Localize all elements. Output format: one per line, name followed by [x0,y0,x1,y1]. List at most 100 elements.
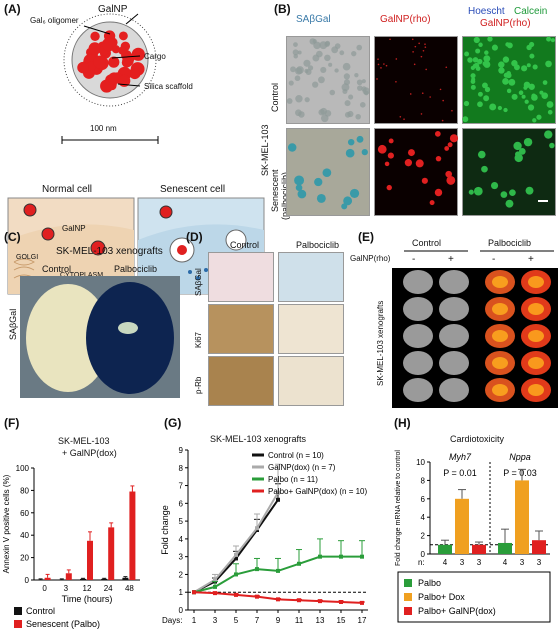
senescent-calcein [473,186,483,196]
tumor [403,324,433,348]
senescent-calcein [490,181,499,190]
cell [324,54,331,62]
f-bar [87,540,93,580]
calcein-cell [506,88,512,94]
g-point [276,597,280,602]
calcein-cell [472,57,479,63]
galnp-spot [399,116,402,118]
ihc-palbo-prb [278,356,344,406]
tumor-signal [492,303,508,315]
row-control-label: Control [270,82,280,112]
galnp-spot [424,43,426,45]
cell [328,62,333,67]
h-y-tick-label: 8 [421,476,426,485]
senescent-calcein [477,150,486,159]
cell [294,75,301,82]
cargo-dot [93,55,106,69]
calcein-cell [524,99,529,104]
cell [357,85,363,91]
cell [292,49,299,56]
cell [293,42,298,47]
sabgal-cell [361,149,368,156]
g-xlabel: Days: [162,616,182,625]
panel-e-letter: (E) [358,230,374,244]
h-n-value: 4 [503,558,508,567]
calcein-cell [546,36,552,42]
galnp-cluster [445,170,452,178]
scale-bar [538,200,548,202]
cell [361,79,366,84]
galnp-spot [418,42,420,45]
calcein-cell [467,57,473,63]
galnp-spot [420,113,423,115]
h-n-value: 3 [477,558,482,567]
f-y-tick-label: 60 [20,509,29,518]
g-point [297,561,301,566]
g-point [318,599,322,604]
h-y-tick-label: 6 [421,495,426,504]
galnp-cluster [421,177,428,184]
f-y-tick-label: 0 [25,576,30,585]
calcein-cell [487,36,493,42]
galnp-spot [424,46,427,48]
calcein-cell [511,60,518,67]
tumor-signal [528,303,544,315]
g-point [297,598,301,603]
galnp-cluster [435,155,442,162]
galnp-cluster [434,131,441,137]
cell [354,73,359,78]
h-p-value: P = 0.01 [443,468,477,478]
cell [312,81,319,88]
galnp-cluster [429,200,435,206]
cell [320,114,329,123]
cargo-label: Cargo [144,52,166,61]
panel-a-letter: (A) [4,2,21,16]
micro-senescent-galnp [374,128,458,216]
calcein-cell [502,78,509,85]
cell [290,66,296,73]
g-y-tick-label: 5 [179,517,184,526]
fluorescence-imaging [392,268,558,408]
calcein-cell [529,41,535,48]
cell [318,109,325,116]
g-y-tick-label: 7 [179,482,184,491]
senescent-calcein [481,165,488,173]
g-y-tick-label: 1 [179,588,184,597]
panel-g-letter: (G) [164,416,182,430]
g-x-tick-label: 11 [295,616,304,625]
calcein-cell [477,101,483,108]
galnp-cluster [386,184,392,191]
f-x-tick-label: 3 [64,584,69,593]
galnp-spot [376,78,378,80]
calcein-cell [470,73,476,79]
senescent-calcein [513,141,522,151]
cargo-dot [118,31,128,41]
galnp-spot [439,88,442,91]
h-group-label: Myh7 [449,452,472,462]
senescent-calcein [509,189,516,197]
galnp-spot [380,67,382,69]
galnp-spot [411,38,414,41]
calcein-cell [484,50,489,55]
cargo-dot [122,55,134,67]
cargo-dot [90,31,100,42]
tumor [403,351,433,375]
galnp-spot [403,118,405,120]
cargo-dot [111,45,121,54]
h-legend-swatch [404,593,412,601]
f-x-tick-label: 0 [42,584,47,593]
galnp-spot [412,51,414,53]
sabgal-cell [287,143,297,152]
calcein-cell [482,82,488,89]
panel-c-letter: (C) [4,230,21,244]
calcein-cell [505,42,510,47]
panel-d-row-2: p-Rb [194,376,203,394]
sabgal-cell [345,148,355,158]
chart-f-subtitle: + GalNP(dox) [62,448,117,458]
col-galnp: GalNP(rho) [380,14,431,25]
h-n-value: 3 [537,558,542,567]
f-bar [65,573,72,580]
cell [356,44,363,51]
g-point [213,577,217,582]
cell [351,50,357,57]
